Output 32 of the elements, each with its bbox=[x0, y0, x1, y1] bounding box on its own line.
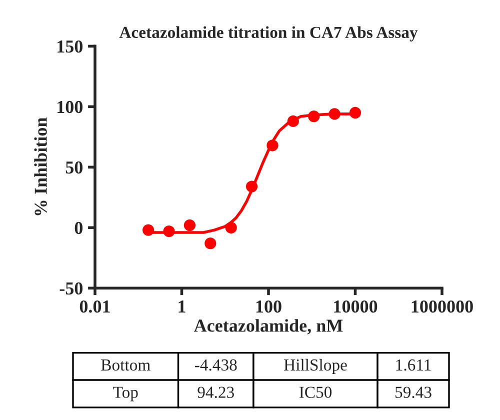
point bbox=[184, 219, 196, 232]
chart-title: Acetazolamide titration in CA7 Abs Assay bbox=[119, 26, 418, 42]
point bbox=[308, 110, 320, 122]
x-tick-label: 10000 bbox=[334, 300, 378, 313]
point bbox=[349, 106, 362, 119]
y-tick-label: 100 bbox=[58, 100, 83, 114]
point bbox=[287, 115, 299, 128]
x-tick-label: 1 bbox=[178, 300, 186, 312]
text: -4.438 bbox=[194, 359, 237, 371]
point bbox=[266, 140, 278, 152]
point bbox=[225, 222, 237, 234]
text: IC50 bbox=[299, 386, 332, 398]
y-tick-label: 150 bbox=[58, 40, 83, 53]
y-tick-label: 50 bbox=[66, 161, 83, 174]
y-tick-label: -50 bbox=[60, 282, 83, 295]
y-tick-label: 0 bbox=[74, 222, 83, 234]
text: HillSlope bbox=[284, 358, 347, 374]
text: 1.611 bbox=[396, 359, 431, 371]
y-axis-title: % Inhibition bbox=[34, 118, 47, 216]
x-tick-label: 0.01 bbox=[80, 300, 110, 313]
text: 59.43 bbox=[396, 386, 432, 398]
point bbox=[204, 238, 216, 250]
text: Bottom bbox=[101, 360, 150, 371]
point bbox=[163, 225, 175, 238]
x-axis-title: Acetazolamide, nM bbox=[194, 319, 343, 334]
text: Top bbox=[113, 386, 138, 402]
x-tick-label: 100 bbox=[256, 300, 282, 313]
x-tick-label: 1000000 bbox=[412, 300, 473, 313]
text: 94.23 bbox=[198, 386, 234, 398]
point bbox=[328, 108, 340, 120]
point bbox=[142, 224, 154, 236]
point bbox=[246, 180, 258, 192]
